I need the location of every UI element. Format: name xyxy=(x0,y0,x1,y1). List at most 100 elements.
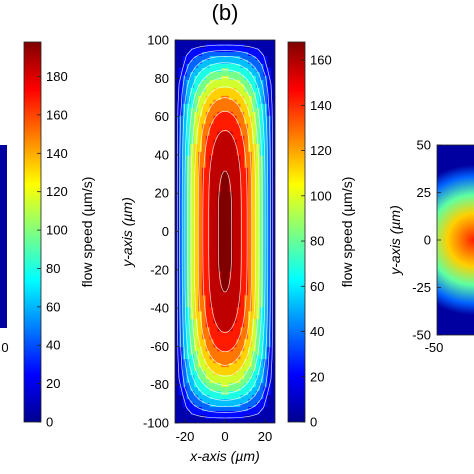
heat-cell xyxy=(225,399,230,404)
heat-cell xyxy=(217,307,222,312)
heat-cell xyxy=(251,183,257,189)
heat-cell xyxy=(271,111,275,117)
heat-cell xyxy=(259,311,265,316)
heat-cell xyxy=(248,179,253,185)
heat-cell xyxy=(244,339,249,344)
heat-cell xyxy=(182,43,188,49)
heat-cell xyxy=(251,375,257,380)
heat-cell xyxy=(213,55,218,61)
heat-cell xyxy=(201,51,207,57)
right-y-tick-label: 50 xyxy=(417,138,431,153)
left-colorbar-tick-label: 20 xyxy=(46,376,60,391)
heat-cell xyxy=(213,67,218,73)
heat-cell xyxy=(182,135,188,141)
heat-cell xyxy=(182,339,188,344)
heat-cell xyxy=(255,283,261,288)
heat-cell xyxy=(271,223,275,229)
heat-cell xyxy=(271,367,275,372)
heat-cell xyxy=(194,71,199,77)
heat-cell xyxy=(267,359,272,364)
heat-cell xyxy=(225,235,230,241)
heat-cell xyxy=(271,147,275,153)
heat-cell xyxy=(194,95,199,101)
heat-cell xyxy=(240,91,245,97)
heat-cell xyxy=(205,115,211,121)
heat-cell xyxy=(186,95,191,101)
heat-cell xyxy=(213,375,218,380)
heat-cell xyxy=(205,111,211,117)
heat-cell xyxy=(178,375,184,380)
heat-cell xyxy=(221,91,226,97)
heat-cell xyxy=(186,115,191,121)
heat-cell xyxy=(186,123,191,129)
heat-cell xyxy=(178,207,184,213)
heat-cell xyxy=(263,295,268,300)
heat-cell xyxy=(228,175,234,181)
heat-cell xyxy=(236,283,241,288)
heat-cell xyxy=(217,379,222,384)
heat-cell xyxy=(267,147,272,153)
heat-cell xyxy=(267,191,272,197)
heat-cell xyxy=(213,119,218,125)
heat-cell xyxy=(259,411,265,416)
heat-cell xyxy=(213,335,218,340)
heat-cell xyxy=(267,235,272,241)
heat-cell xyxy=(255,219,261,225)
heat-cell xyxy=(209,287,215,292)
heat-cell xyxy=(209,259,215,265)
heat-cell xyxy=(240,59,245,65)
heat-cell xyxy=(240,395,245,400)
heat-cell xyxy=(213,207,218,213)
heat-cell xyxy=(205,303,211,308)
heat-cell xyxy=(190,55,195,61)
heat-cell xyxy=(209,239,215,245)
heat-cell xyxy=(198,411,203,416)
heat-cell xyxy=(271,207,275,213)
heat-cell xyxy=(221,311,226,316)
heat-cell xyxy=(236,67,241,73)
heat-cell xyxy=(267,403,272,408)
heat-cell xyxy=(228,271,234,276)
heat-cell xyxy=(182,395,188,400)
heat-cell xyxy=(240,155,245,161)
heat-cell xyxy=(225,395,230,400)
heat-cell xyxy=(263,391,268,396)
heat-cell xyxy=(213,59,218,65)
heat-cell xyxy=(178,327,184,332)
heat-cell xyxy=(186,179,191,185)
heat-cell xyxy=(201,71,207,77)
heat-cell xyxy=(209,111,215,117)
heat-cell xyxy=(205,359,211,364)
heat-cell xyxy=(198,179,203,185)
heat-cell xyxy=(178,43,184,49)
heat-cell xyxy=(248,395,253,400)
heat-cell xyxy=(244,115,249,121)
heat-cell xyxy=(263,87,268,93)
heat-cell xyxy=(201,267,207,272)
heat-cell xyxy=(198,171,203,177)
heat-cell xyxy=(201,211,207,217)
heat-cell xyxy=(240,175,245,181)
heat-cell xyxy=(240,179,245,185)
heat-cell xyxy=(205,147,211,153)
heat-cell xyxy=(190,183,195,189)
heat-cell xyxy=(178,287,184,292)
heat-cell xyxy=(267,95,272,101)
heat-cell xyxy=(236,91,241,97)
heat-cell xyxy=(251,383,257,388)
heat-cell xyxy=(225,91,230,97)
heat-cell xyxy=(251,323,257,328)
heat-cell xyxy=(228,327,234,332)
colorbar-tick-label: 0 xyxy=(310,415,317,430)
heat-cell xyxy=(194,331,199,336)
heat-cell xyxy=(232,71,238,77)
heat-cell xyxy=(221,163,226,169)
heat-cell xyxy=(236,135,241,141)
heat-cell xyxy=(209,247,215,253)
heat-cell xyxy=(248,319,253,324)
heat-cell xyxy=(236,227,241,233)
heat-cell xyxy=(175,419,180,423)
heat-cell xyxy=(267,55,272,61)
heat-cell xyxy=(232,131,238,137)
heat-cell xyxy=(244,267,249,272)
